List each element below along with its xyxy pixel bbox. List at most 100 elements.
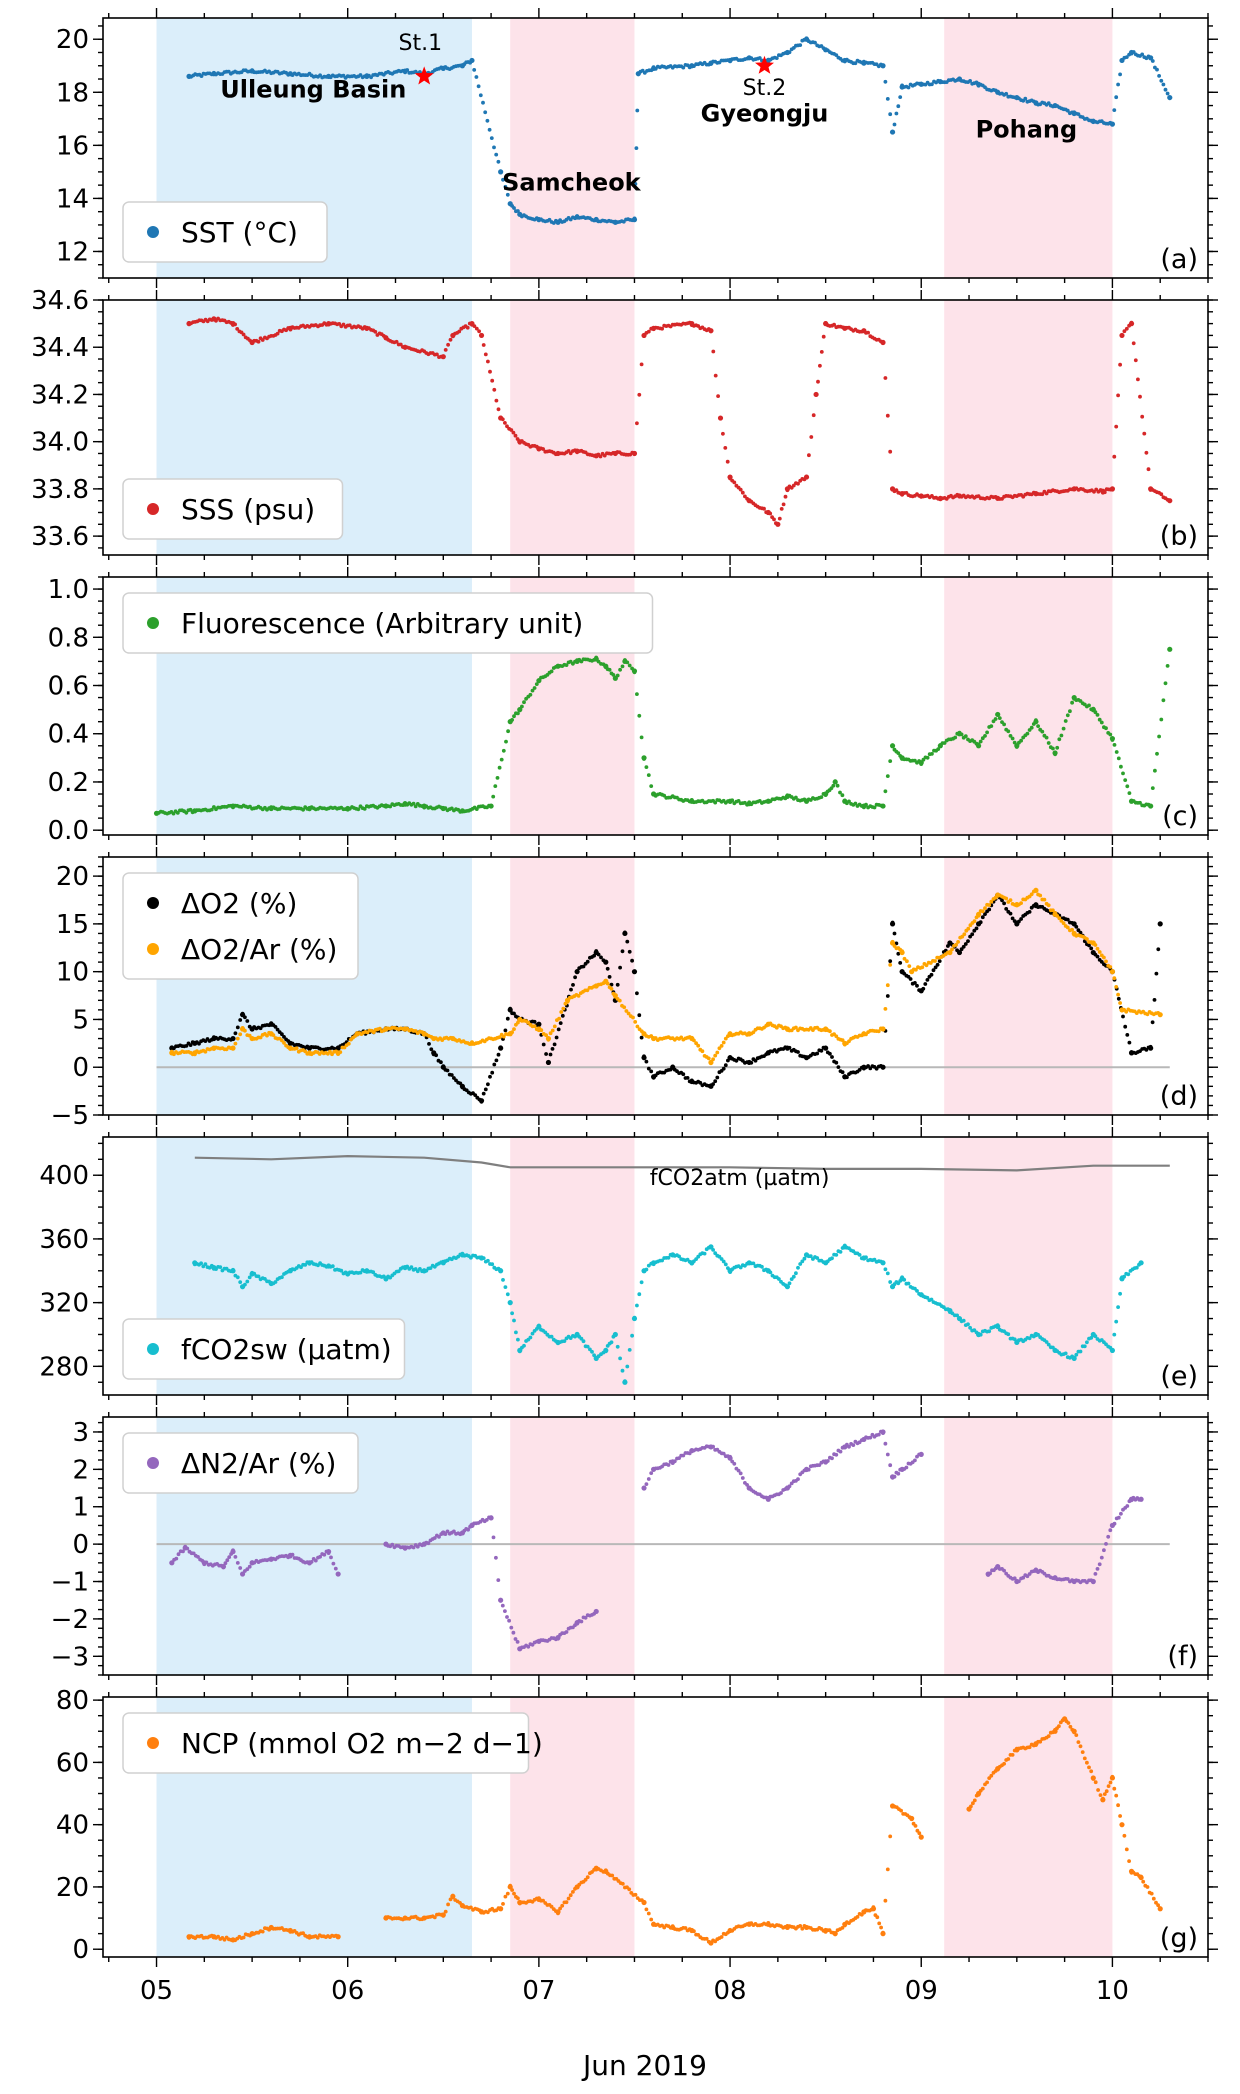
trace-point	[627, 663, 632, 668]
trace-point	[1070, 700, 1074, 705]
trace-point	[847, 1039, 851, 1044]
panel-frame	[102, 1416, 1209, 1676]
trace-point	[1156, 1011, 1160, 1015]
trace-point	[892, 122, 897, 127]
trace-point	[1034, 1743, 1038, 1747]
trace-point	[225, 1558, 230, 1563]
trace-point	[847, 799, 851, 804]
trace-point	[677, 1254, 681, 1259]
trace-point	[637, 1292, 642, 1297]
trace-point	[489, 804, 493, 809]
y-tick-label: 0	[72, 1053, 89, 1083]
trace-point	[1010, 736, 1015, 741]
trace-point	[1023, 96, 1028, 101]
trace-point	[1161, 698, 1166, 703]
trace-point	[356, 807, 361, 812]
trace-point	[1134, 1265, 1139, 1270]
trace-point	[1085, 937, 1089, 941]
trace-point	[631, 1015, 635, 1020]
trace-point	[913, 1458, 917, 1463]
trace-point	[823, 321, 828, 325]
trace-point	[819, 795, 824, 799]
trace-point	[466, 1527, 470, 1532]
trace-point	[1154, 1900, 1158, 1905]
trace-point	[995, 1323, 1000, 1327]
trace-point	[929, 972, 934, 977]
trace-point	[639, 362, 644, 367]
trace-point	[1091, 1580, 1096, 1585]
trace-point	[955, 1313, 959, 1318]
trace-point	[498, 1268, 503, 1272]
trace-point	[644, 1267, 649, 1272]
trace-point	[216, 1934, 221, 1939]
trace-point	[494, 1555, 498, 1560]
trace-point	[585, 1344, 590, 1349]
trace-point	[505, 424, 509, 429]
trace-point	[1104, 1789, 1109, 1794]
trace-point	[1102, 1792, 1107, 1796]
trace-point	[528, 692, 533, 697]
trace-point	[888, 449, 893, 454]
trace-point	[615, 1344, 620, 1349]
trace-point	[883, 79, 888, 84]
trace-point	[821, 334, 826, 339]
panel-letter: (a)	[1160, 244, 1198, 275]
legend-box	[122, 1712, 530, 1774]
trace-point	[1004, 896, 1009, 901]
trace-point	[635, 1303, 639, 1308]
trace-point	[537, 1323, 541, 1328]
trace-point	[715, 1050, 720, 1055]
trace-point	[883, 376, 888, 380]
trace-point	[892, 1474, 897, 1479]
annotation: Ulleung Basin	[220, 76, 406, 104]
x-tick-label: 09	[905, 1976, 938, 2006]
trace-point	[522, 700, 526, 705]
trace-point	[894, 941, 899, 946]
trace-point	[915, 1289, 919, 1293]
trace-point	[980, 915, 985, 920]
trace-point	[192, 1052, 197, 1057]
trace-point	[231, 1046, 235, 1050]
legend-marker	[147, 897, 159, 909]
trace-point	[522, 1343, 526, 1348]
trace-point	[1065, 925, 1070, 930]
series-g-0	[186, 1716, 1163, 1946]
trace-point	[1006, 1332, 1011, 1337]
trace-point	[1017, 919, 1021, 924]
trace-point	[1154, 971, 1159, 976]
legend-label: ΔO2/Ar (%)	[181, 933, 337, 966]
trace-point	[696, 1043, 701, 1048]
trace-point	[966, 939, 970, 943]
trace-point	[508, 1883, 513, 1888]
trace-point	[1070, 1727, 1075, 1732]
trace-point	[783, 796, 788, 801]
shaded-region-3	[944, 300, 1113, 555]
trace-point	[1093, 710, 1098, 715]
trace-point	[995, 1767, 1000, 1772]
trace-point	[1116, 1803, 1120, 1808]
trace-point	[930, 82, 934, 87]
trace-point	[923, 982, 928, 986]
trace-point	[1089, 946, 1094, 951]
trace-point	[1078, 930, 1083, 935]
trace-point	[571, 983, 575, 987]
trace-point	[556, 1027, 561, 1032]
trace-point	[537, 1896, 541, 1900]
trace-point	[390, 1542, 395, 1547]
trace-point	[1087, 943, 1091, 948]
trace-point	[983, 912, 987, 916]
trace-point	[804, 36, 809, 41]
trace-point	[1012, 1576, 1017, 1581]
trace-point	[275, 331, 280, 336]
trace-point	[766, 1921, 771, 1925]
trace-point	[828, 1051, 832, 1056]
trace-point	[649, 1069, 654, 1074]
trace-point	[702, 1251, 707, 1256]
trace-point	[997, 716, 1002, 720]
trace-point	[487, 127, 492, 132]
plot-area-f	[169, 1429, 1144, 1652]
trace-point	[564, 663, 569, 667]
trace-point	[329, 1555, 333, 1560]
series-a-0	[186, 36, 1173, 225]
trace-point	[961, 1318, 966, 1323]
